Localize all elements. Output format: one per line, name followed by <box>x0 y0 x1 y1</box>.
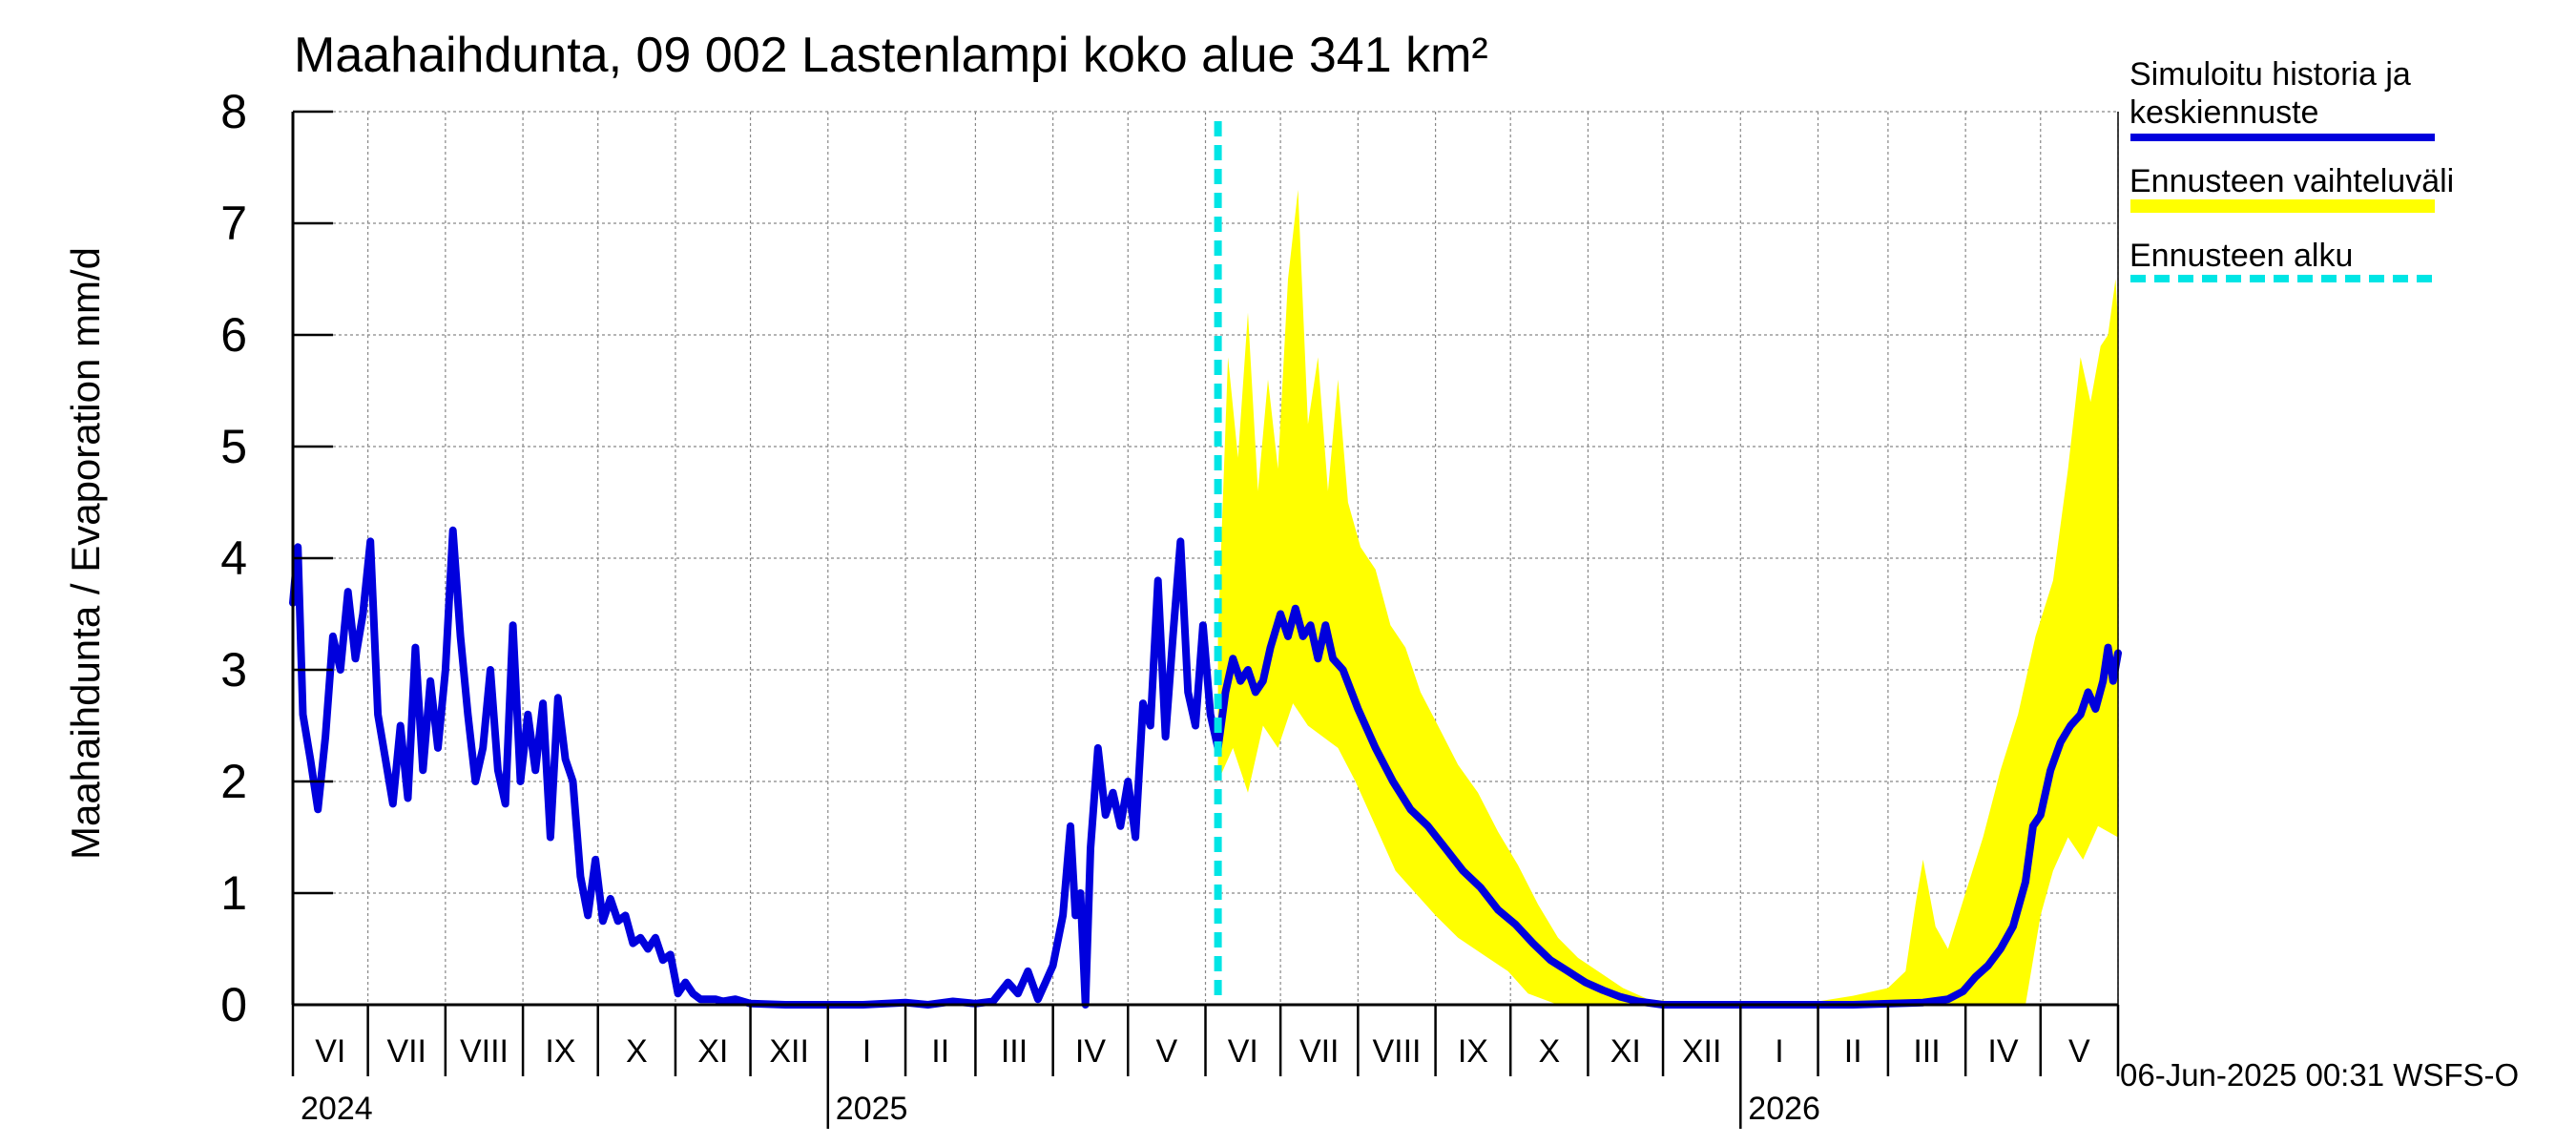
y-tick-label: 2 <box>220 755 247 808</box>
month-tick-label: I <box>1775 1033 1783 1070</box>
y-axis-label: Maahaihdunta / Evaporation mm/d <box>63 246 108 861</box>
month-tick-label: II <box>1844 1033 1862 1070</box>
month-tick-label: VIII <box>460 1033 509 1070</box>
year-tick-label: 2025 <box>836 1091 908 1127</box>
grid-lines <box>292 111 2119 1006</box>
legend-label-forecast-start: Ennusteen alku <box>2129 238 2354 274</box>
legend-swatches <box>2130 134 2435 282</box>
month-tick-label: III <box>1001 1033 1028 1070</box>
year-tick-label: 2024 <box>301 1091 373 1127</box>
month-tick-label: VII <box>1299 1033 1340 1070</box>
month-tick-label: IV <box>1075 1033 1106 1070</box>
y-tick-label: 5 <box>220 420 247 473</box>
month-tick-label: VII <box>386 1033 426 1070</box>
month-tick-label: X <box>1538 1033 1560 1070</box>
y-tick-label: 0 <box>220 978 247 1031</box>
month-tick-label: V <box>1156 1033 1178 1070</box>
year-tick-label: 2026 <box>1748 1091 1820 1127</box>
month-tick-label: VI <box>315 1033 345 1070</box>
y-tick-label: 4 <box>220 531 247 585</box>
y-tick-label: 1 <box>220 866 247 920</box>
legend-label-history: Simuloitu historia ja keskiennuste <box>2129 56 2411 131</box>
y-tick-label: 3 <box>220 643 247 697</box>
month-tick-label: XI <box>697 1033 728 1070</box>
chart-title: Maahaihdunta, 09 002 Lastenlampi koko al… <box>294 28 1488 83</box>
month-tick-label: I <box>862 1033 871 1070</box>
y-tick-label: 8 <box>220 85 247 138</box>
forecast-range-area <box>1217 189 2118 1005</box>
month-tick-label: IX <box>545 1033 575 1070</box>
month-tick-label: X <box>626 1033 648 1070</box>
footer-timestamp: 06-Jun-2025 00:31 WSFS-O <box>2120 1057 2520 1093</box>
month-tick-label: XII <box>1682 1033 1722 1070</box>
simulated-history-series <box>289 526 2122 1009</box>
month-tick-label: V <box>2068 1033 2090 1070</box>
month-tick-label: IX <box>1458 1033 1488 1070</box>
forecast-range-band <box>1217 189 2118 1005</box>
month-tick-label: VIII <box>1372 1033 1421 1070</box>
y-tick-label: 6 <box>220 308 247 362</box>
month-tick-label: XI <box>1610 1033 1641 1070</box>
month-tick-label: II <box>931 1033 949 1070</box>
month-tick-label: III <box>1913 1033 1940 1070</box>
month-tick-label: XII <box>769 1033 809 1070</box>
y-tick-label: 7 <box>220 197 247 250</box>
legend-label-range: Ennusteen vaihteluväli <box>2129 163 2455 199</box>
simulated-history-line <box>289 526 2122 1009</box>
month-tick-label: VI <box>1228 1033 1258 1070</box>
month-tick-label: IV <box>1987 1033 2018 1070</box>
